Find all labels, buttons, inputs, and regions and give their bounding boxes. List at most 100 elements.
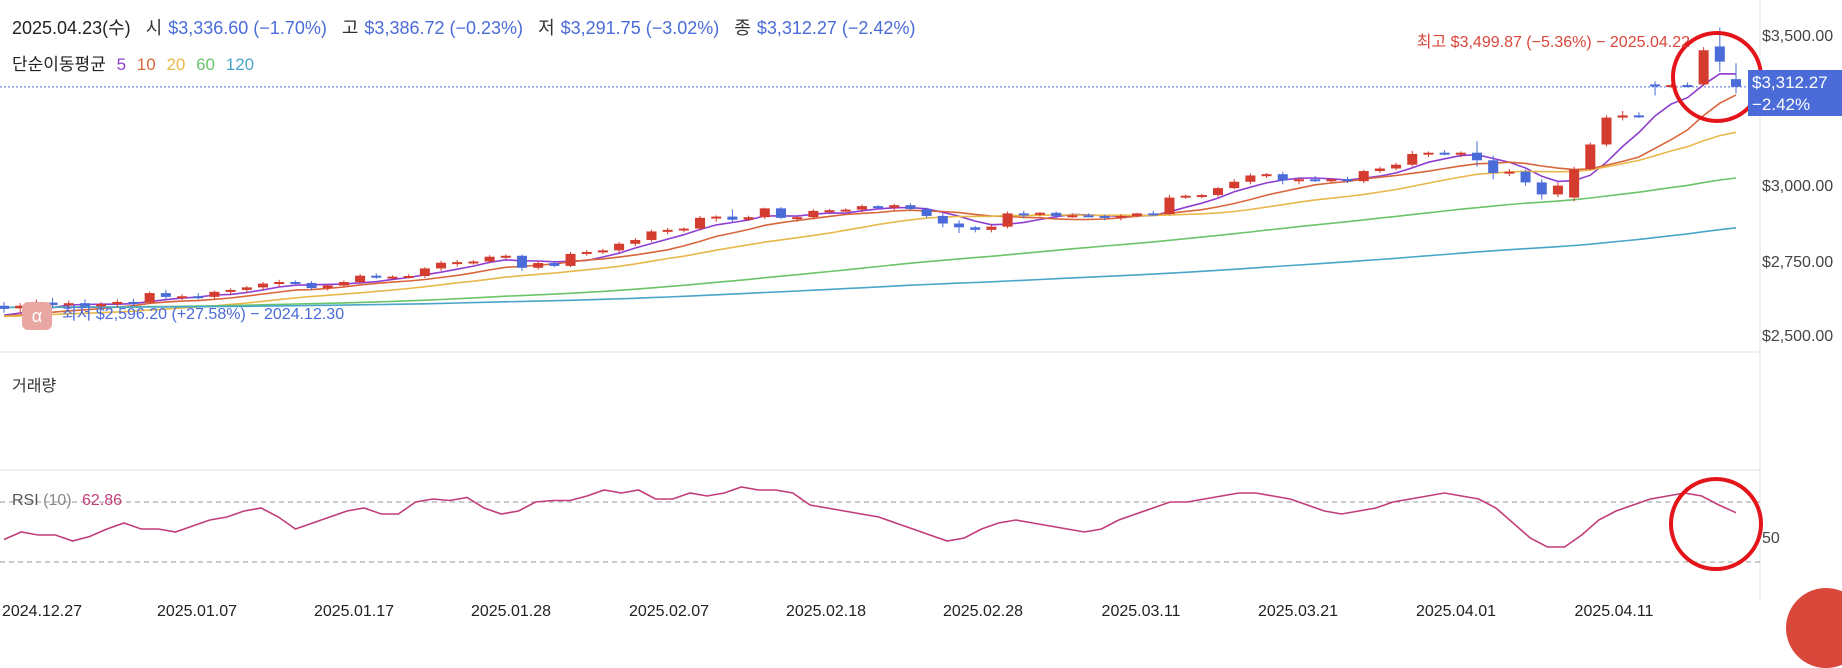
candle [1132, 212, 1143, 218]
ma-legend-10[interactable]: 10 [136, 55, 156, 74]
candle [1666, 83, 1677, 89]
candle [646, 229, 657, 242]
candle [1455, 151, 1466, 158]
y-tick-label: $3,500.00 [1762, 28, 1834, 45]
candle-body [79, 303, 90, 307]
candle [808, 209, 819, 220]
candle-body [0, 305, 10, 309]
candle-body [322, 285, 333, 289]
candle [1488, 155, 1499, 180]
candle [63, 300, 74, 309]
candle-body [954, 223, 965, 228]
low-annotation: 최저 $2,596.20 (+27.58%) − 2024.12.30 [62, 306, 345, 323]
candle-body [824, 210, 835, 213]
alpha-logo-icon: α [22, 302, 52, 330]
candle [1633, 112, 1644, 118]
candle-body [1277, 174, 1288, 181]
candle-body [727, 216, 738, 220]
candle-body [1180, 195, 1191, 198]
low-value: $3,291.75 (−3.02%) [560, 18, 720, 38]
candle-body [1358, 171, 1369, 182]
y-tick-label: $2,750.00 [1762, 254, 1834, 271]
candlesticks [0, 27, 1742, 314]
candle-body [1374, 168, 1385, 172]
candle-body [889, 205, 900, 208]
candle-body [759, 208, 770, 218]
candle-body [96, 304, 107, 307]
candle-body [1730, 79, 1742, 87]
x-tick-label: 2025.02.07 [628, 603, 710, 620]
candle [1374, 166, 1385, 173]
candle [1277, 171, 1288, 185]
candle [630, 238, 641, 247]
candle-body [808, 210, 819, 218]
x-tick-label: 2025.02.18 [785, 603, 867, 620]
ma-legend-120[interactable]: 120 [225, 55, 255, 74]
candle-body [241, 287, 252, 290]
candle-body [1698, 50, 1709, 85]
candle-body [1018, 213, 1029, 216]
ma-legend[interactable]: 단순이동평균 5 10 20 60 120 [12, 50, 260, 75]
candle [1229, 179, 1240, 190]
candle [452, 259, 463, 267]
ma-legend-20[interactable]: 20 [166, 55, 186, 74]
candle-body [63, 303, 74, 306]
ma-legend-title: 단순이동평균 [12, 55, 106, 74]
x-tick-label: 2024.12.27 [1, 603, 83, 620]
ma-legend-60[interactable]: 60 [196, 55, 216, 74]
x-tick-label: 2025.01.28 [470, 603, 552, 620]
candle-body [500, 255, 511, 258]
ohlc-header: 2025.04.23(수) 시 $3,336.60 (−1.70%) 고 $3,38… [12, 14, 915, 40]
candle-body [516, 255, 527, 268]
candle-body [387, 276, 398, 279]
candle-body [1617, 115, 1628, 118]
candle-body [1650, 84, 1661, 87]
ma-20-line [3, 131, 1737, 318]
candle [257, 282, 269, 290]
candle-body [565, 253, 576, 266]
candle-body [1342, 179, 1353, 182]
candle [1391, 162, 1402, 171]
high-annotation: 최고 $3,499.87 (−5.36%) − 2025.04.22 [1416, 34, 1690, 51]
candle [824, 208, 835, 213]
candle-body [274, 282, 285, 285]
candle [355, 274, 366, 284]
candle-body [1083, 215, 1094, 218]
candle [1698, 47, 1709, 86]
header-date: 2025.04.23(수) [12, 18, 131, 38]
ma-legend-5[interactable]: 5 [116, 55, 127, 74]
current-price: $3,312.27 [1752, 73, 1828, 92]
candle [873, 205, 884, 209]
candle [1115, 214, 1126, 221]
highlight-circle-rsi [1669, 477, 1763, 571]
candle [614, 241, 625, 253]
candle [516, 254, 527, 271]
low-label: 저 [538, 18, 555, 38]
candle [759, 207, 770, 220]
candle [565, 251, 576, 268]
candle [1536, 179, 1547, 200]
candle-body [1164, 197, 1175, 215]
candle-body [306, 282, 317, 289]
candle [597, 248, 608, 254]
candle-body [1471, 152, 1483, 161]
candle-body [873, 206, 884, 209]
candle [403, 274, 414, 279]
candle [1245, 173, 1256, 185]
candle-body [452, 262, 463, 265]
candle-body [177, 296, 188, 299]
candle [436, 260, 447, 271]
candle-body [549, 263, 560, 266]
x-tick-label: 2025.04.11 [1574, 603, 1654, 620]
y-tick-label: $2,500.00 [1762, 328, 1834, 345]
current-price-tag: $3,312.27 −2.42% [1748, 70, 1842, 116]
candle-body [193, 296, 204, 299]
candle [921, 207, 932, 218]
candle-body [112, 301, 123, 305]
candle [727, 209, 738, 223]
candle-body [160, 293, 171, 297]
chart-canvas[interactable] [0, 0, 1842, 629]
candle-body [1439, 152, 1450, 155]
candle [1051, 211, 1062, 219]
